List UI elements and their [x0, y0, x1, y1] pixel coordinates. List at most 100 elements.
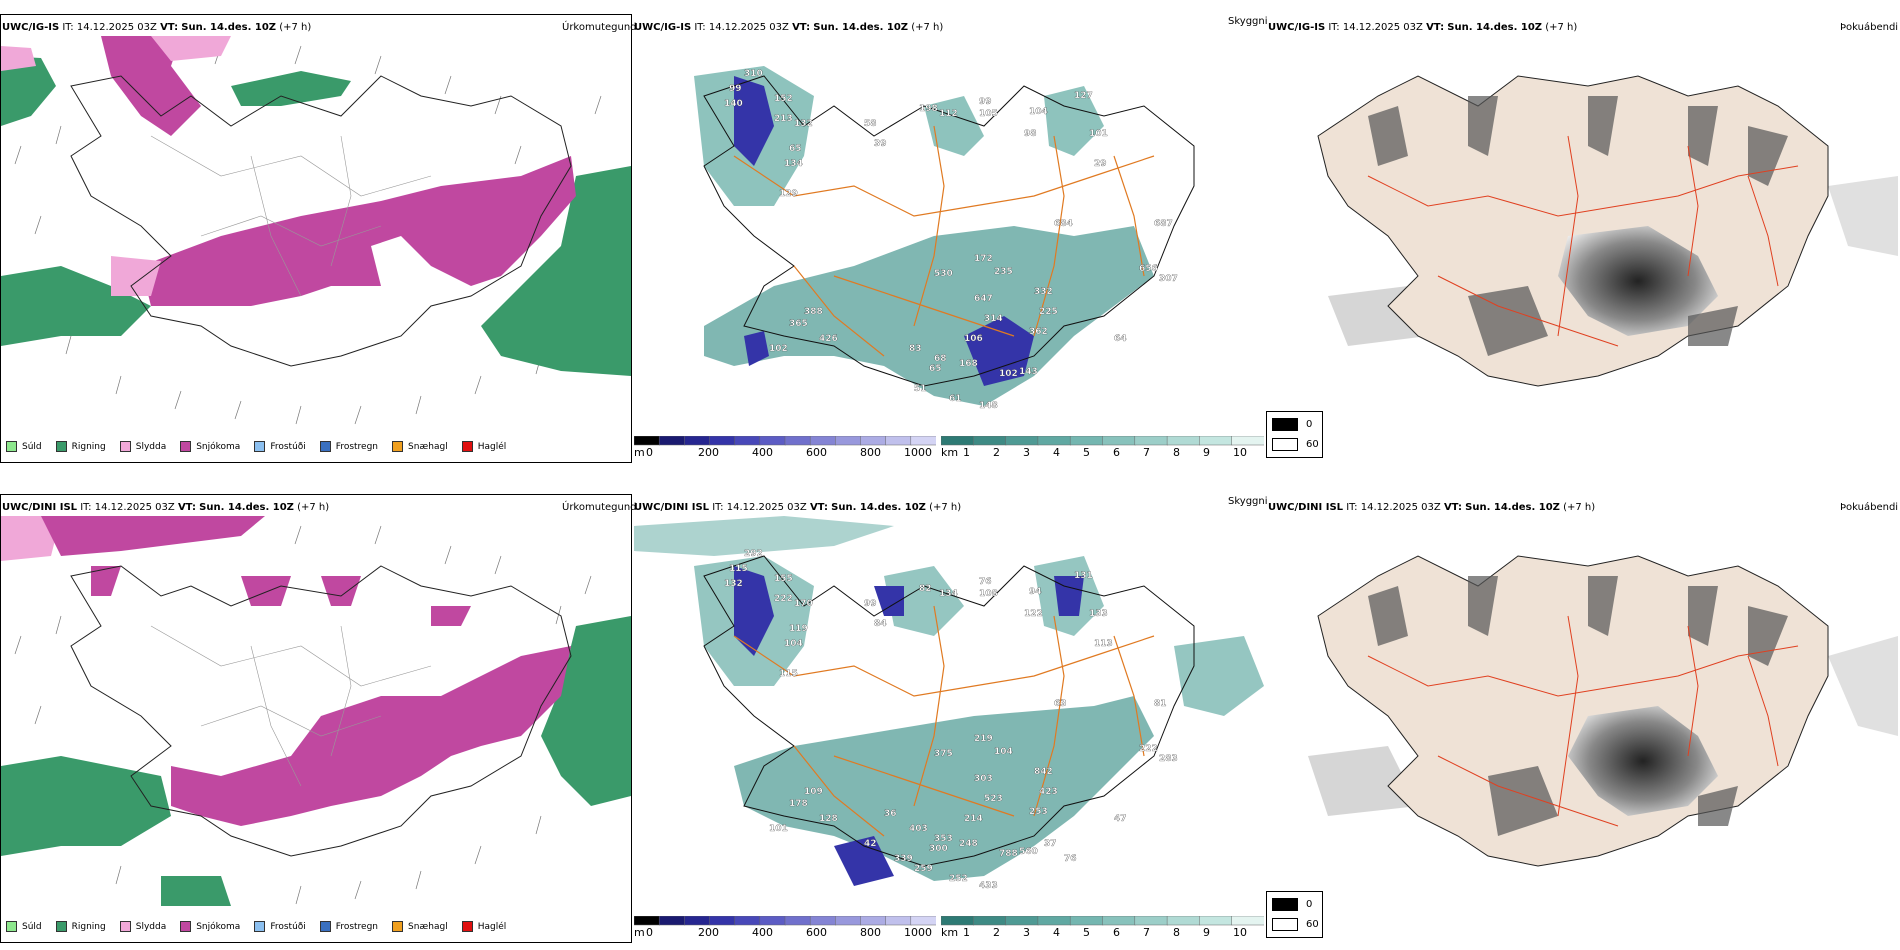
model-name: UWC/IG-IS — [1268, 22, 1326, 33]
legend-swatch — [319, 921, 331, 932]
colorbar-segment — [684, 436, 711, 446]
row-2: UWC/DINI ISL IT: 14.12.2025 03Z VT: Sun.… — [0, 480, 1900, 950]
cloud-base-label: 47 — [1114, 814, 1127, 824]
colorbar-tick: 400 — [752, 926, 773, 939]
colorbar-m-1: m 0 200 400 600 800 1000 — [634, 436, 936, 460]
colorbar-tick: 8 — [1173, 446, 1180, 459]
cloud-base-label: 332 — [1034, 287, 1053, 297]
cloud-base-label: 101 — [1089, 129, 1108, 139]
vt-value: Sun. 14.des. 10Z — [1465, 502, 1560, 513]
it-value: 14.12.2025 03Z — [726, 502, 807, 513]
rain-area-south — [161, 876, 231, 906]
fog-smear-west — [1308, 746, 1418, 816]
vt-value: Sun. 14.des. 10Z — [813, 22, 909, 33]
cloud-base-label: 310 — [744, 69, 763, 79]
cloud-base-label: 109 — [804, 787, 823, 797]
vt-label: VT: — [1426, 22, 1445, 33]
roads — [733, 125, 1155, 357]
legend-label: Rigning — [71, 441, 106, 452]
colorbar-tick: 0 — [646, 446, 653, 459]
colorbar-m-2: m 0 200 400 600 800 1000 — [634, 916, 936, 940]
legend-item-snow-pellets: Snæhagl — [392, 921, 448, 932]
legend-label: Haglél — [477, 921, 507, 932]
cloud-base-label: 82 — [919, 584, 932, 594]
cloud-base-label: 300 — [929, 844, 948, 854]
legend-item-snow: Snjókoma — [180, 441, 240, 452]
cloud-base-label: 362 — [1029, 327, 1048, 337]
lead-time: (+7 h) — [297, 502, 330, 513]
colorbar-tick: 10 — [1233, 926, 1247, 939]
fog-smear-east — [1828, 636, 1898, 736]
colorbar-tick: 3 — [1023, 926, 1030, 939]
model-name: UWC/DINI ISL — [2, 502, 78, 513]
lead-time: (+7 h) — [279, 22, 312, 33]
precip-type-map-1 — [1, 36, 631, 432]
colorbar-segment — [759, 916, 786, 926]
colorbar-segment — [1102, 436, 1136, 446]
panel-header-precip-1: UWC/IG-IS IT: 14.12.2025 03Z VT: Sun. 14… — [2, 22, 311, 34]
colorbar-segment — [1199, 436, 1233, 446]
vt-label: VT: — [177, 502, 196, 513]
fog-legend-label: 0 — [1306, 899, 1313, 910]
colorbar-tick: 1000 — [904, 446, 932, 459]
fog-legend-swatch — [1272, 918, 1298, 931]
legend-label: Haglél — [477, 441, 507, 452]
cloud-base-label: 225 — [1039, 307, 1058, 317]
colorbar-segment — [734, 436, 761, 446]
cloud-base-label: 122 — [1024, 609, 1043, 619]
cloud-base-label: 83 — [909, 344, 922, 354]
colorbar-km-gradient — [941, 916, 1264, 926]
legend-label: Frostregn — [335, 441, 379, 452]
colorbar-segment — [885, 916, 912, 926]
fog-legend-swatch — [1272, 438, 1298, 451]
cloud-base-label: 172 — [974, 254, 993, 264]
colorbar-segment — [809, 436, 837, 446]
colorbar-segment — [684, 916, 711, 926]
colorbar-tick: 9 — [1203, 446, 1210, 459]
cloud-base-label: 98 — [1024, 129, 1037, 139]
cloud-base-label: 560 — [1019, 847, 1038, 857]
legend-swatch — [6, 441, 17, 452]
model-name: UWC/IG-IS — [634, 22, 692, 33]
cloud-base-label: 842 — [1034, 767, 1053, 777]
cloud-base-label: 133 — [1089, 609, 1108, 619]
precip-type-map-frame-2 — [0, 494, 632, 943]
cloud-base-label: 148 — [979, 401, 998, 411]
cloud-base-label: 105 — [979, 109, 998, 119]
vt-label: VT: — [1443, 502, 1462, 513]
legend-item-hail: Haglél — [461, 921, 507, 932]
vt-value: Sun. 14.des. 10Z — [181, 22, 277, 33]
vt-label: VT: — [792, 22, 811, 33]
colorbar-segment — [1166, 436, 1201, 446]
colorbar-segment — [709, 916, 736, 926]
legend-swatch — [180, 921, 192, 932]
cloud-base-label: 684 — [1054, 219, 1073, 229]
cloud-base-label: 132 — [724, 579, 743, 589]
cloud-base-label: 647 — [974, 294, 993, 304]
colorbar-unit: m — [634, 446, 645, 459]
roads — [1367, 615, 1799, 827]
legend-swatch — [254, 441, 266, 452]
lead-time: (+7 h) — [1563, 502, 1596, 513]
legend-item-freezing-drizzle: Frostúði — [254, 921, 306, 932]
cloud-base-label: 292 — [744, 549, 763, 559]
cloud-base-label: 131 — [1074, 571, 1093, 581]
iceland-coast — [70, 75, 572, 367]
colorbar-segment — [860, 436, 887, 446]
cloud-base-label: 127 — [1074, 91, 1093, 101]
cloud-base-label: 235 — [994, 267, 1013, 277]
fog-dark-core — [1558, 226, 1718, 336]
colorbar-segment — [910, 436, 936, 446]
legend-label: Súld — [22, 441, 42, 452]
colorbar-segment — [1231, 436, 1264, 446]
colorbar-tick: 9 — [1203, 926, 1210, 939]
legend-swatch — [6, 921, 17, 932]
cloud-base-label: 102 — [769, 344, 788, 354]
cloud-base-label: 39 — [874, 139, 887, 149]
cloud-base-label: 222 — [774, 594, 793, 604]
fog-legend-1: 0 60 — [1266, 411, 1323, 458]
vt-value: Sun. 14.des. 10Z — [199, 502, 294, 513]
legend-item-freezing-drizzle: Frostúði — [254, 441, 306, 452]
fog-legend-2: 0 60 — [1266, 891, 1323, 938]
colorbar-tick: 800 — [860, 926, 881, 939]
